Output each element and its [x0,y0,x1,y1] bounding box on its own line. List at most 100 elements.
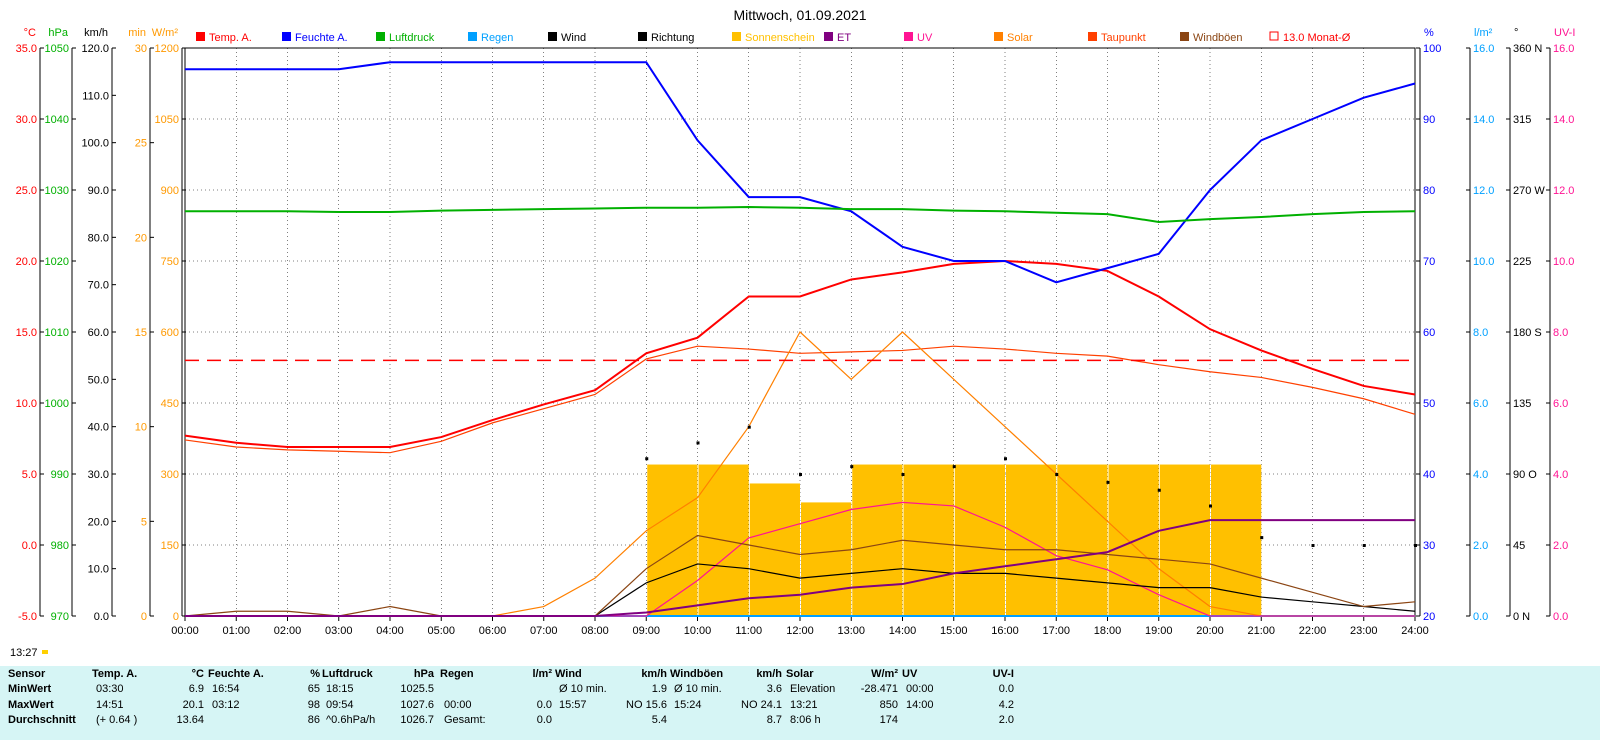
axis-label: 270 W [1513,185,1545,197]
legend-label: Regen [481,32,513,44]
legend-label: Solar [1007,32,1033,44]
wind-direction-point [1260,536,1264,540]
axis-label: 80 [1423,185,1435,197]
wind-direction-point [1157,488,1161,492]
legend-swatch [548,32,557,41]
wind-direction-point [1414,544,1417,547]
wind-direction-point [1106,480,1110,484]
axis-label: 25 [135,138,147,150]
stats-cell-label: Gesamt: [444,714,486,726]
wind-direction-point [952,465,956,469]
axis-label: 60.0 [88,327,109,339]
axis-unit: km/h [84,27,108,39]
stats-cell-value: -28.471 [860,683,898,695]
x-tick-label: 08:00 [581,625,609,637]
stats-header-sensor: Solar [786,668,814,680]
chart-title: Mittwoch, 01.09.2021 [733,7,866,23]
legend-label: Windböen [1193,32,1243,44]
x-tick-label: 02:00 [274,625,302,637]
axis-label: 110.0 [82,90,109,102]
axis-label: 2.0 [1473,540,1488,552]
axis-label: 100.0 [81,138,109,150]
stats-cell-value: 65 [307,683,320,695]
axis-label: 30 [135,43,147,55]
axis-unit: °C [24,27,36,39]
axis-label: 10.0 [1473,256,1494,268]
axis-label: 1010 [45,327,69,339]
x-tick-label: 24:00 [1401,625,1429,637]
x-tick-label: 16:00 [991,625,1019,637]
axis-label: 1040 [45,114,69,126]
legend-label: Luftdruck [389,32,435,44]
stats-cell-value: 2.0 [998,714,1014,726]
x-tick-label: 09:00 [632,625,660,637]
stats-cell-label: 18:15 [326,683,354,695]
stats-cell-label: ^0.6hPa/h [326,714,376,726]
axis-label: 1020 [45,256,69,268]
axis-label: 315 [1513,114,1531,126]
axis-label: 90 O [1513,469,1537,481]
series-line [185,206,1416,223]
stats-cell-value: 0.0 [536,699,552,711]
stats-cell-value: 174 [879,714,898,726]
stats-cell-value: 850 [879,699,898,711]
sunshine-bar [801,502,852,616]
stats-cell-value: 8.7 [766,714,782,726]
stats-cell-value: 6.9 [188,683,204,695]
stats-cell-label: 14:00 [906,699,934,711]
legend-label: ET [837,32,851,44]
axis-unit: l/m² [1474,27,1493,39]
axis-label: 750 [161,256,179,268]
stats-header-unit: °C [191,668,204,680]
legend-label: Wind [561,32,586,44]
axis-label: 60 [1423,327,1435,339]
axis-label: 0 [173,611,179,623]
axis-label: 4.0 [1553,469,1568,481]
axis-label: 1050 [45,43,69,55]
legend-swatch [732,32,741,41]
axis-label: 30 [1423,540,1435,552]
stats-cell-label: 8:06 h [790,714,821,726]
stats-cell-value: 4.2 [998,699,1014,711]
stats-row-label: Sensor [8,668,46,680]
sunshine-bar [954,464,1005,616]
axis-label: 1000 [45,398,69,410]
x-tick-label: 00:00 [171,625,199,637]
legend-label: Sonnenschein [745,32,815,44]
axis-label: 20.0 [88,516,109,528]
axis-label: 0 [141,611,147,623]
axis-label: 14.0 [1553,114,1574,126]
stats-header-unit: UV-I [992,668,1014,680]
wind-direction-point [1004,457,1007,461]
axis-unit: hPa [48,27,68,39]
stats-header-unit: % [310,668,320,680]
axis-label: 10.0 [1553,256,1574,268]
axis-label: 16.0 [1553,43,1574,55]
axis-label: 80.0 [88,232,109,244]
stats-cell-label: 00:00 [906,683,934,695]
axis-label: 10 [135,422,147,434]
x-tick-label: 06:00 [479,625,507,637]
axis-label: 12.0 [1473,185,1494,197]
stats-cell-value: 86 [307,714,320,726]
sunshine-bar [1057,464,1108,616]
axis-label: 5 [141,516,147,528]
stats-cell-value: 1026.7 [400,714,434,726]
stats-header-sensor: Windböen [670,668,724,680]
stats-cell-label: Elevation [790,683,836,695]
axis-label: 900 [161,185,179,197]
legend-swatch [824,32,833,41]
stats-cell-label: Ø 10 min. [559,683,607,695]
wind-direction-point [850,465,854,469]
axis-label: 120.0 [81,43,109,55]
x-tick-label: 13:00 [837,625,865,637]
stats-header-sensor: Regen [440,668,474,680]
wind-direction-point [645,457,649,461]
axis-label: 90.0 [88,185,109,197]
stats-row-label: MinWert [8,683,52,695]
axis-label: 30.0 [88,469,109,481]
axis-label: 15 [135,327,147,339]
weather-chart: Mittwoch, 01.09.2021 Temp. A. Feuchte A. L… [10,7,1576,659]
axis-label: 70.0 [88,280,109,292]
sunshine-bar [852,464,903,616]
